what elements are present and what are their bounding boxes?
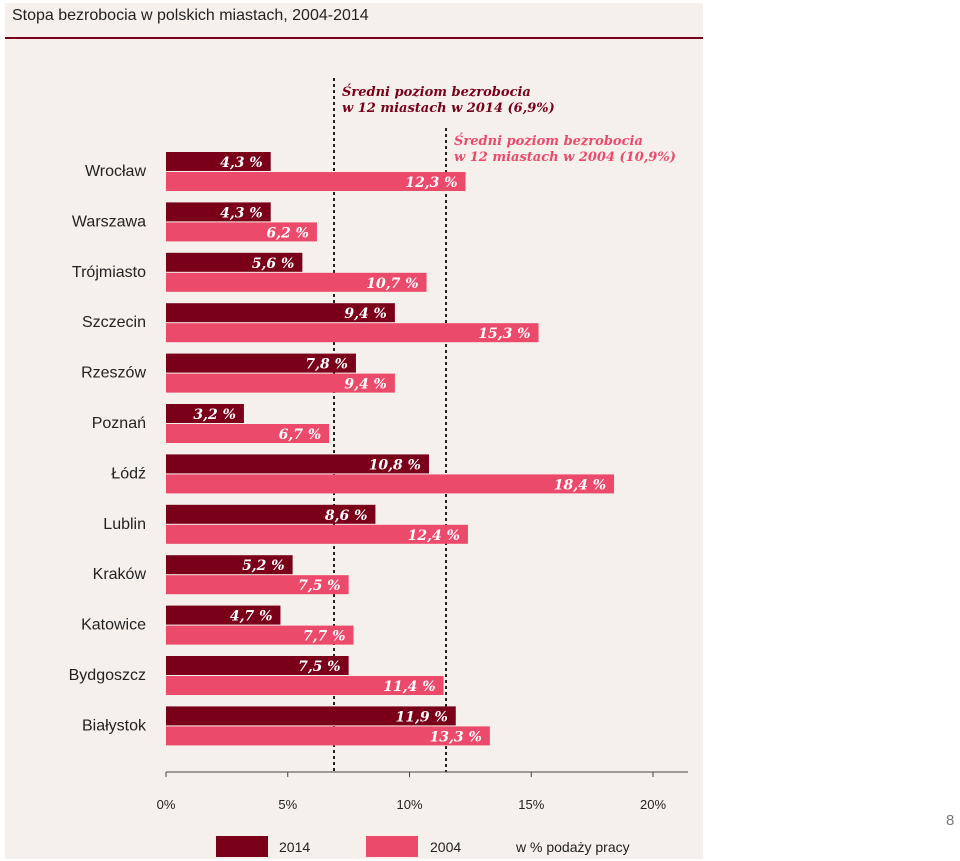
value-label-2004: 15,3 % — [478, 326, 530, 342]
value-label-2004: 7,7 % — [303, 629, 346, 645]
x-tick-label: 20% — [640, 797, 666, 812]
category-label: Trójmiasto — [72, 264, 146, 281]
category-label: Poznań — [92, 415, 146, 432]
value-label-2004: 10,7 % — [366, 276, 418, 292]
bar-2004 — [166, 575, 349, 595]
category-label: Katowice — [81, 617, 146, 634]
legend-swatch-2004 — [366, 836, 418, 857]
bar-2014 — [166, 152, 271, 171]
value-label-2004: 12,4 % — [408, 528, 460, 544]
bar-2014 — [166, 454, 429, 474]
value-label-2014: 5,6 % — [252, 256, 295, 272]
value-label-2014: 4,3 % — [220, 155, 263, 171]
value-label-2004: 6,7 % — [279, 427, 322, 443]
category-label: Wrocław — [85, 163, 146, 180]
bar-2014 — [166, 656, 349, 675]
value-label-2004: 13,3 % — [430, 729, 482, 745]
legend-label-2014: 2014 — [279, 839, 310, 855]
page-number: 8 — [946, 812, 955, 829]
bar-2014 — [166, 706, 456, 726]
value-label-2014: 10,8 % — [369, 457, 421, 473]
x-tick-label: 15% — [518, 797, 544, 812]
bar-2014 — [166, 303, 395, 323]
bar-2014 — [166, 202, 271, 222]
reference-label-2014-line-2: w 12 miastach w 2014 (6,9%) — [342, 101, 555, 116]
bar-2004 — [166, 424, 330, 443]
reference-label-2004-line-2: w 12 miastach w 2004 (10,9%) — [454, 150, 676, 165]
reference-label-2004-line-1: Średni poziom bezrobocia — [454, 132, 643, 149]
value-label-2004: 18,4 % — [554, 477, 606, 493]
legend-note: w % podaży pracy — [515, 839, 630, 855]
value-label-2004: 6,2 % — [266, 225, 309, 241]
category-label: Szczecin — [82, 314, 146, 331]
value-label-2014: 4,7 % — [230, 609, 273, 625]
category-label: Łódź — [111, 465, 146, 482]
category-label: Białystok — [82, 717, 147, 734]
value-label-2014: 11,9 % — [395, 709, 447, 725]
category-label: Bydgoszcz — [69, 667, 146, 684]
value-label-2004: 11,4 % — [383, 679, 435, 695]
bar-2004 — [166, 474, 615, 494]
bar-2004 — [166, 676, 444, 695]
bar-2014 — [166, 353, 356, 373]
category-label: Warszawa — [72, 213, 146, 230]
value-label-2004: 12,3 % — [405, 175, 457, 191]
x-tick-label: 0% — [157, 797, 176, 812]
bar-2004 — [166, 625, 354, 645]
value-label-2014: 7,5 % — [298, 659, 341, 675]
bar-2014 — [166, 252, 303, 272]
value-label-2014: 9,4 % — [344, 306, 387, 322]
chart-title: Stopa bezrobocia w polskich miastach, 20… — [12, 7, 369, 24]
title-rule — [5, 37, 703, 39]
value-label-2004: 9,4 % — [344, 377, 387, 393]
bar-2014 — [166, 555, 293, 575]
bar-2014 — [166, 404, 244, 423]
bar-2014 — [166, 504, 376, 524]
value-label-2014: 4,3 % — [220, 205, 263, 221]
reference-label-2014-line-1: Średni poziom bezrobocia — [342, 83, 531, 100]
legend-label-2004: 2004 — [430, 839, 461, 855]
bar-2004 — [166, 323, 539, 343]
value-label-2004: 7,5 % — [298, 578, 341, 594]
category-label: Lublin — [103, 516, 146, 533]
value-label-2014: 7,8 % — [305, 357, 348, 373]
bar-2014 — [166, 605, 281, 625]
bar-2004 — [166, 172, 466, 191]
category-label: Rzeszów — [81, 365, 146, 382]
legend-swatch-2014 — [216, 836, 268, 857]
x-tick-label: 10% — [396, 797, 422, 812]
value-label-2014: 8,6 % — [325, 508, 368, 524]
x-tick-label: 5% — [278, 797, 297, 812]
value-label-2014: 3,2 % — [193, 407, 236, 423]
bar-2004 — [166, 373, 395, 393]
bar-2004 — [166, 272, 427, 292]
bar-2004 — [166, 222, 317, 242]
bar-2004 — [166, 524, 468, 544]
value-label-2014: 5,2 % — [242, 558, 285, 574]
bar-2004 — [166, 726, 490, 746]
category-label: Kraków — [93, 566, 147, 583]
